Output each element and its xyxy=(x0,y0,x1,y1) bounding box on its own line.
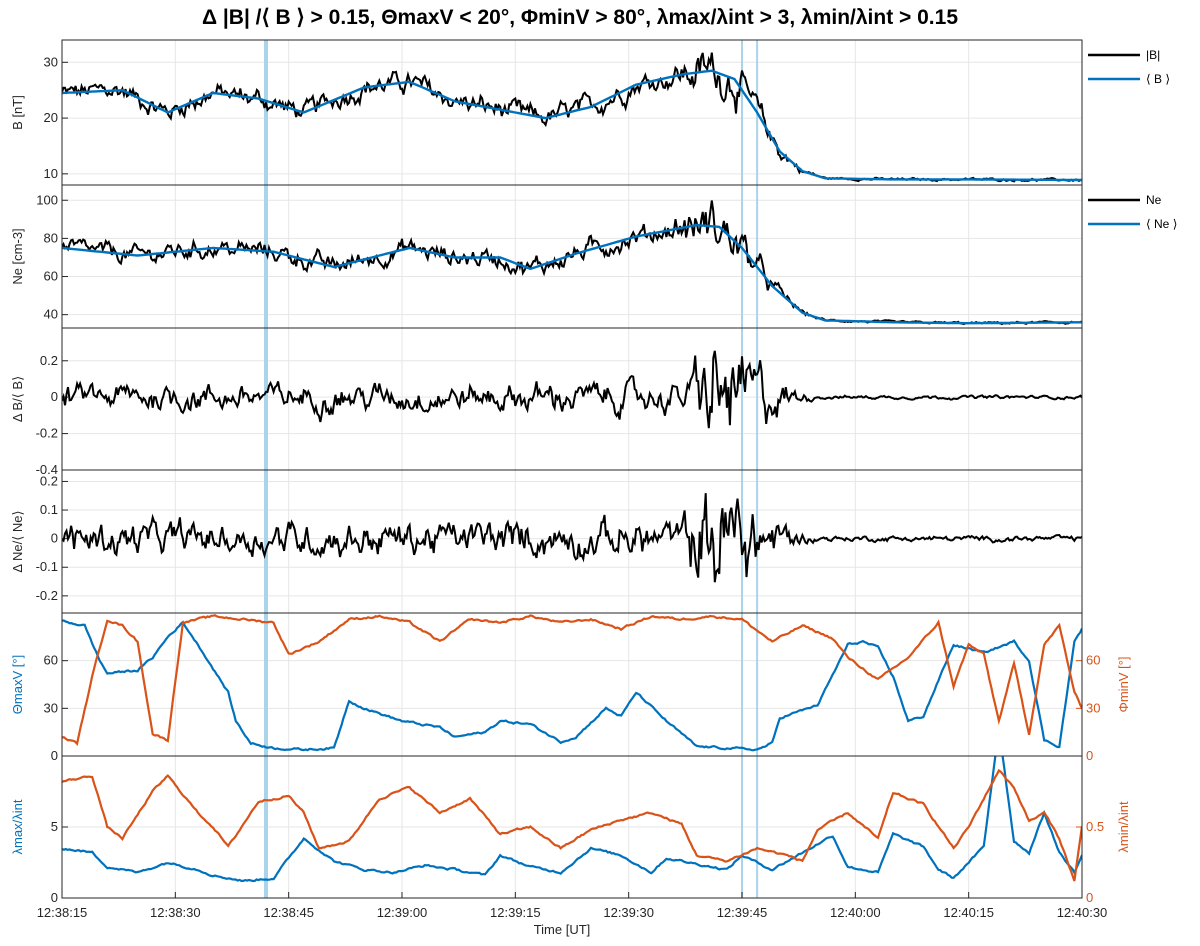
x-tick-label: 12:39:15 xyxy=(490,905,541,920)
y-tick-label: 0 xyxy=(51,531,58,546)
y-tick-label: 30 xyxy=(44,54,58,69)
legend-B: |B| ⟨ B ⟩ xyxy=(1088,48,1170,86)
series-smoothed xyxy=(62,223,1082,325)
legend-label: |B| xyxy=(1146,48,1160,62)
y-tick-label: 0.1 xyxy=(40,502,58,517)
legend-label: Ne xyxy=(1146,193,1162,207)
y-axis-right-label: λmin/λint xyxy=(1116,801,1131,853)
series-λmin/λint xyxy=(62,768,1082,882)
series-λmax/λint xyxy=(62,756,1082,883)
x-tick-label: 12:40:00 xyxy=(830,905,881,920)
chart-title: Δ |B| /⟨ B ⟩ > 0.15, ΘmaxV < 20°, ΦminV … xyxy=(202,6,958,29)
y-axis-label: λmax/λint xyxy=(10,799,25,854)
x-tick-label: 12:38:30 xyxy=(150,905,201,920)
y-tick-label: 0.2 xyxy=(40,473,58,488)
x-tick-label: 12:40:15 xyxy=(943,905,994,920)
panel-angles: 0 30 60 0 30 60 ΘmaxV [°] ΦminV [°] xyxy=(10,612,1131,763)
plot-area-B xyxy=(62,52,1082,183)
y-tick-label: 0.2 xyxy=(40,353,58,368)
legend-label: ⟨ Ne ⟩ xyxy=(1146,217,1177,231)
plot-area-dNe xyxy=(62,493,1082,583)
x-axis: 12:38:15 12:38:30 12:38:45 12:39:00 12:39:15… xyxy=(37,892,1108,920)
panel-dB: -0.4 -0.2 0 0.2 Δ B/⟨ B⟩ xyxy=(10,327,1083,477)
y-tick-label: 0 xyxy=(51,389,58,404)
y-right-tick-label: 30 xyxy=(1086,700,1100,715)
y-axis-label: B [nT] xyxy=(10,95,25,130)
y-axis-label: Δ B/⟨ B⟩ xyxy=(10,376,25,422)
y-right-tick-label: 0.5 xyxy=(1086,819,1104,834)
panel-ratios: 0 5 0 0.5 λmax/λint λmin/λint xyxy=(10,755,1131,905)
y-axis-label: ΘmaxV [°] xyxy=(10,655,25,714)
y-axis-right-label: ΦminV [°] xyxy=(1116,656,1131,712)
y-tick-label: 80 xyxy=(44,230,58,245)
legend-Ne: Ne ⟨ Ne ⟩ xyxy=(1088,193,1177,231)
y-tick-label: 10 xyxy=(44,166,58,181)
panel-B: 10 20 30 B [nT] |B| ⟨ B ⟩ xyxy=(10,39,1170,186)
y-tick-label: 0 xyxy=(51,890,58,905)
legend-label: ⟨ B ⟩ xyxy=(1146,72,1170,86)
series-ΘmaxV xyxy=(62,619,1082,752)
y-tick-label: 60 xyxy=(44,269,58,284)
series-Δ B/⟨ B⟩ xyxy=(62,350,1082,429)
y-right-tick-label: 0 xyxy=(1086,890,1093,905)
panel-Ne: 40 60 80 100 Ne [cm-3] Ne ⟨ Ne ⟩ xyxy=(10,184,1177,329)
x-axis-label: Time [UT] xyxy=(534,922,591,937)
series-smoothed xyxy=(62,69,1082,182)
y-tick-label: 0 xyxy=(51,748,58,763)
plot-area-angles xyxy=(62,614,1082,752)
y-tick-label: 5 xyxy=(51,819,58,834)
y-right-tick-label: 60 xyxy=(1086,653,1100,668)
y-tick-label: -0.1 xyxy=(36,559,58,574)
y-tick-label: -0.4 xyxy=(36,462,58,477)
plot-area-dB xyxy=(62,350,1082,429)
y-tick-label: 20 xyxy=(44,110,58,125)
x-tick-label: 12:39:00 xyxy=(377,905,428,920)
x-tick-label: 12:40:30 xyxy=(1057,905,1108,920)
x-tick-label: 12:39:30 xyxy=(603,905,654,920)
y-right-tick-label: 0 xyxy=(1086,748,1093,763)
plot-area-ratios xyxy=(62,756,1082,883)
series-ΦminV xyxy=(62,614,1082,746)
y-axis-label: Δ Ne/⟨ Ne⟩ xyxy=(10,510,25,572)
series-Δ Ne/⟨ Ne⟩ xyxy=(62,493,1082,583)
y-tick-label: 100 xyxy=(36,192,58,207)
y-tick-label: -0.2 xyxy=(36,426,58,441)
y-axis-label: Ne [cm-3] xyxy=(10,228,25,284)
x-tick-label: 12:39:45 xyxy=(717,905,768,920)
series-|B| xyxy=(62,52,1082,183)
y-tick-label: -0.2 xyxy=(36,588,58,603)
panel-frame xyxy=(61,755,1083,899)
x-tick-label: 12:38:15 xyxy=(37,905,88,920)
plot-area-Ne xyxy=(62,200,1082,326)
series-Ne xyxy=(62,200,1082,326)
panel-dNe: -0.2 -0.1 0 0.1 0.2 Δ Ne/⟨ Ne⟩ xyxy=(10,469,1083,614)
y-tick-label: 40 xyxy=(44,307,58,322)
x-tick-label: 12:38:45 xyxy=(263,905,314,920)
y-tick-label: 60 xyxy=(44,653,58,668)
y-tick-label: 30 xyxy=(44,700,58,715)
